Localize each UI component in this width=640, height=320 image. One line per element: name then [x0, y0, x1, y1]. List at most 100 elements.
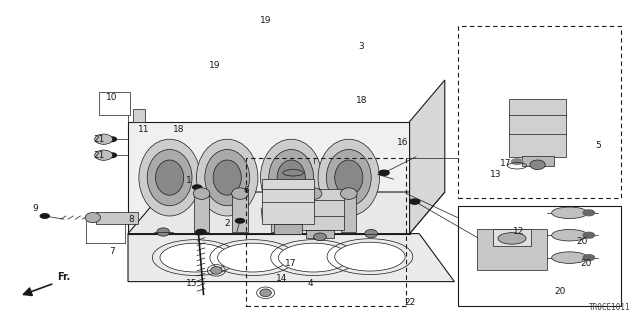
Circle shape: [40, 214, 49, 218]
Ellipse shape: [269, 149, 314, 206]
Text: 9: 9: [33, 204, 38, 212]
Text: 13: 13: [490, 170, 502, 179]
Text: 5: 5: [596, 141, 601, 150]
Ellipse shape: [147, 149, 192, 206]
Bar: [296, 189, 344, 230]
Ellipse shape: [260, 139, 322, 216]
Text: 8: 8: [129, 215, 134, 224]
Text: 3: 3: [359, 42, 364, 51]
Circle shape: [108, 137, 116, 141]
Bar: [306, 230, 334, 238]
Bar: [458, 206, 621, 306]
Bar: [133, 109, 145, 122]
Bar: [522, 156, 554, 166]
Bar: [271, 194, 286, 232]
Circle shape: [193, 185, 202, 189]
Text: 11: 11: [138, 125, 150, 134]
Ellipse shape: [95, 134, 113, 144]
Polygon shape: [410, 80, 445, 234]
Polygon shape: [128, 122, 410, 234]
Polygon shape: [128, 192, 445, 234]
Ellipse shape: [530, 160, 545, 170]
Text: 2: 2: [225, 220, 230, 228]
Text: 22: 22: [404, 298, 415, 307]
Ellipse shape: [498, 233, 526, 244]
Polygon shape: [128, 234, 454, 282]
Circle shape: [583, 210, 595, 216]
Ellipse shape: [95, 150, 113, 160]
Bar: [509, 99, 566, 157]
Ellipse shape: [213, 160, 241, 195]
Bar: [194, 194, 209, 232]
Text: 18: 18: [173, 125, 185, 134]
Text: 6: 6: [244, 186, 249, 195]
Bar: [274, 224, 302, 234]
Ellipse shape: [139, 139, 200, 216]
Ellipse shape: [305, 188, 322, 199]
Ellipse shape: [326, 149, 371, 206]
Bar: [458, 26, 621, 198]
Bar: [341, 194, 356, 232]
Text: 20: 20: [577, 237, 588, 246]
Ellipse shape: [552, 229, 588, 241]
Bar: [232, 194, 248, 232]
Ellipse shape: [318, 139, 380, 216]
Ellipse shape: [232, 188, 248, 199]
Ellipse shape: [270, 188, 287, 199]
Bar: [477, 229, 547, 270]
Ellipse shape: [365, 229, 378, 238]
Text: 10: 10: [106, 93, 118, 102]
Circle shape: [108, 153, 116, 157]
Circle shape: [379, 170, 389, 175]
Circle shape: [511, 159, 523, 164]
Ellipse shape: [157, 228, 170, 236]
Ellipse shape: [211, 267, 222, 274]
Text: Fr.: Fr.: [58, 272, 71, 282]
Circle shape: [196, 229, 206, 235]
Circle shape: [583, 255, 595, 260]
Text: 15: 15: [186, 279, 198, 288]
Ellipse shape: [156, 160, 184, 195]
Ellipse shape: [205, 149, 250, 206]
Bar: [246, 158, 406, 306]
Text: 1: 1: [186, 176, 191, 185]
Text: 19: 19: [260, 16, 271, 25]
Ellipse shape: [335, 242, 405, 271]
Ellipse shape: [260, 289, 271, 297]
Ellipse shape: [160, 243, 230, 272]
Circle shape: [583, 232, 595, 238]
Text: 12: 12: [513, 228, 524, 236]
Text: 17: 17: [285, 260, 297, 268]
Ellipse shape: [335, 160, 363, 195]
Text: 20: 20: [554, 287, 566, 296]
Text: 14: 14: [276, 274, 287, 283]
Text: 7: 7: [109, 247, 115, 256]
Ellipse shape: [196, 139, 258, 216]
Circle shape: [410, 199, 420, 204]
Text: 16: 16: [397, 138, 409, 147]
Ellipse shape: [340, 188, 357, 199]
Text: 18: 18: [356, 96, 367, 105]
Ellipse shape: [552, 252, 588, 263]
Text: 17: 17: [500, 159, 511, 168]
Text: TR0CE1011: TR0CE1011: [589, 303, 630, 312]
Ellipse shape: [314, 233, 326, 241]
Text: 21: 21: [93, 135, 105, 144]
Ellipse shape: [277, 160, 305, 195]
Circle shape: [287, 165, 300, 171]
Text: 20: 20: [580, 260, 591, 268]
Bar: [99, 92, 130, 115]
Ellipse shape: [218, 243, 288, 272]
Ellipse shape: [278, 243, 349, 272]
Ellipse shape: [193, 188, 210, 199]
Text: 19: 19: [209, 61, 220, 70]
Bar: [306, 194, 321, 232]
Circle shape: [236, 219, 244, 223]
Text: 4: 4: [308, 279, 313, 288]
Bar: [96, 212, 138, 224]
Bar: [262, 179, 314, 224]
Ellipse shape: [552, 207, 588, 219]
Text: 21: 21: [93, 151, 105, 160]
Ellipse shape: [85, 212, 100, 223]
Bar: [493, 229, 531, 246]
